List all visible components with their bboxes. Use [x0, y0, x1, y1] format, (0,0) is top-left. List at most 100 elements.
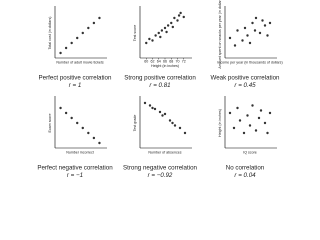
point [165, 30, 168, 34]
point [257, 116, 261, 120]
point [166, 24, 170, 27]
point [81, 31, 84, 35]
point [263, 24, 267, 27]
point [248, 41, 252, 45]
x-axis-label: IQ score [243, 150, 257, 154]
point [64, 111, 68, 115]
x-axis-label: Height (in inches) [151, 64, 179, 68]
point [98, 141, 101, 145]
point [248, 124, 252, 127]
point [246, 114, 249, 117]
point [87, 26, 90, 30]
point [163, 112, 167, 116]
point [266, 131, 269, 135]
point [182, 15, 185, 19]
point [243, 26, 247, 30]
point [145, 41, 148, 45]
r-value: r = 0.81 [149, 82, 170, 89]
point [59, 106, 62, 110]
point [263, 121, 267, 125]
point [251, 104, 254, 107]
point [251, 21, 254, 25]
x-axis-label: Number of adult movie tickets [56, 60, 104, 64]
point [259, 109, 263, 112]
point [76, 36, 79, 40]
point [158, 110, 162, 114]
point [143, 101, 147, 105]
point [242, 131, 246, 135]
point [170, 21, 173, 25]
caption: Weak positive correlation [210, 75, 280, 82]
y-axis-label: Total cost (in dollars) [48, 17, 52, 50]
point [148, 104, 152, 107]
point [151, 106, 154, 110]
x-tick-label: 62 [151, 59, 155, 63]
point [232, 126, 236, 130]
r-value: r = −0.92 [148, 172, 173, 179]
x-tick-label: 70 [176, 59, 180, 63]
caption: No correlation [226, 165, 265, 172]
point [236, 29, 239, 32]
r-value: r = 0.04 [234, 172, 256, 179]
point [238, 119, 242, 122]
y-axis-label: Test grade [133, 115, 137, 132]
caption: Strong positive correlation [124, 75, 196, 82]
point [148, 37, 151, 41]
point [70, 41, 73, 45]
point [171, 121, 174, 125]
point [179, 11, 182, 15]
point [183, 131, 187, 135]
point [178, 126, 182, 130]
point [171, 25, 175, 29]
point [176, 19, 179, 22]
r-value: r = 0.45 [234, 82, 256, 89]
point [258, 31, 262, 35]
point [173, 124, 177, 127]
y-axis-label: Exam score [48, 114, 52, 133]
point [241, 39, 244, 42]
point [157, 31, 160, 35]
point [254, 129, 258, 132]
point [151, 39, 154, 42]
point [268, 111, 272, 115]
point [163, 26, 167, 30]
x-tick-label: 60 [144, 59, 148, 63]
point [177, 14, 181, 17]
point [160, 29, 164, 32]
point [261, 19, 264, 22]
y-axis-label: Amount spent on snacks per year (in doll… [218, 0, 222, 69]
point [81, 126, 84, 130]
y-axis-label: Height (in inches) [218, 109, 222, 137]
y-axis-label: Test score [133, 25, 137, 41]
point [173, 16, 176, 20]
point [92, 136, 96, 140]
point [228, 111, 232, 115]
point [254, 16, 258, 20]
x-axis-label: Number incorrect [66, 150, 94, 154]
x-axis-label: Income per year (in thousands of dollars… [217, 60, 282, 64]
caption: Perfect negative correlation [37, 165, 113, 172]
r-value: r = 1 [69, 82, 82, 89]
point [59, 51, 62, 55]
point [98, 16, 101, 20]
x-axis-label: Number of absences [148, 150, 181, 154]
point [246, 34, 249, 37]
point [236, 106, 239, 110]
point [159, 35, 162, 39]
x-tick-label: 72 [182, 59, 186, 63]
caption: Strong negative correlation [123, 165, 198, 172]
point [233, 44, 237, 47]
x-tick-label: 66 [163, 59, 167, 63]
point [76, 121, 79, 125]
point [70, 116, 73, 120]
point [253, 29, 257, 32]
figure: Number of adult movie tickets Total cost … [37, 0, 282, 179]
point [228, 36, 232, 40]
point [64, 46, 68, 50]
point [154, 34, 157, 37]
point [92, 21, 96, 25]
point [266, 34, 269, 37]
point [153, 107, 157, 111]
point [168, 119, 172, 122]
point [87, 131, 90, 135]
